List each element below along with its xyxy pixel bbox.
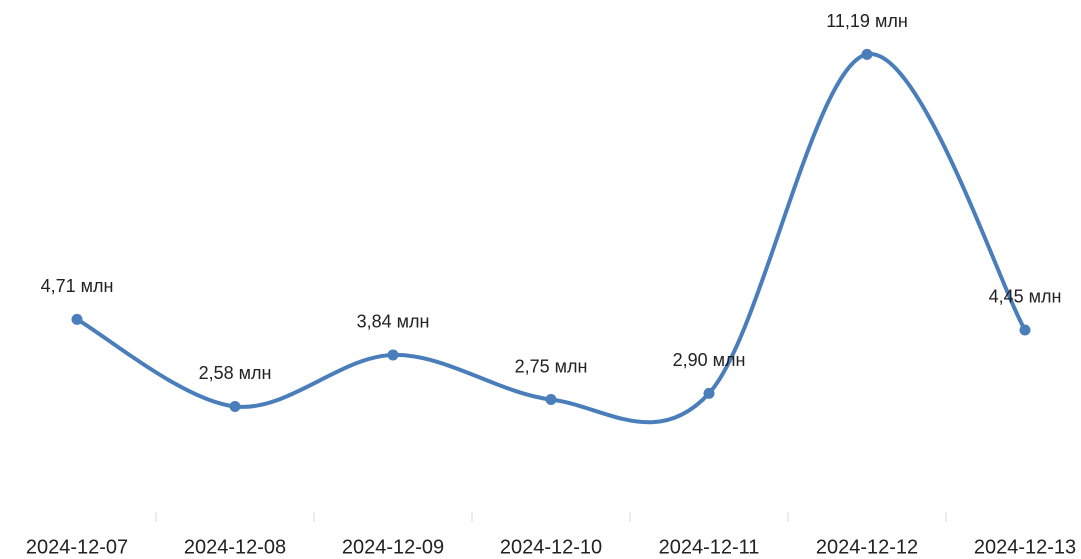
data-label: 3,84 млн: [357, 312, 430, 332]
data-label: 2,58 млн: [199, 363, 272, 383]
point: [545, 394, 557, 406]
point: [703, 387, 715, 399]
x-tick-label: 2024-12-11: [659, 536, 760, 558]
point: [387, 349, 399, 361]
point: [861, 48, 873, 60]
x-tick-label: 2024-12-09: [342, 536, 444, 558]
x-tick-label: 2024-12-07: [26, 536, 128, 558]
x-tick-label: 2024-12-12: [816, 536, 918, 558]
data-label: 2,75 млн: [515, 356, 588, 376]
point: [71, 313, 83, 325]
line: [75, 52, 1027, 425]
data-label: 11,19 млн: [826, 11, 908, 31]
point: [229, 400, 241, 412]
x-tick-label: 2024-12-10: [500, 536, 602, 558]
data-label: 4,71 млн: [41, 276, 114, 296]
data-label: 4,45 млн: [989, 287, 1062, 307]
data-label: 2,90 млн: [673, 350, 746, 370]
x-tick-label: 2024-12-13: [974, 536, 1076, 558]
point: [1019, 324, 1031, 336]
x-tick-label: 2024-12-08: [184, 536, 286, 558]
